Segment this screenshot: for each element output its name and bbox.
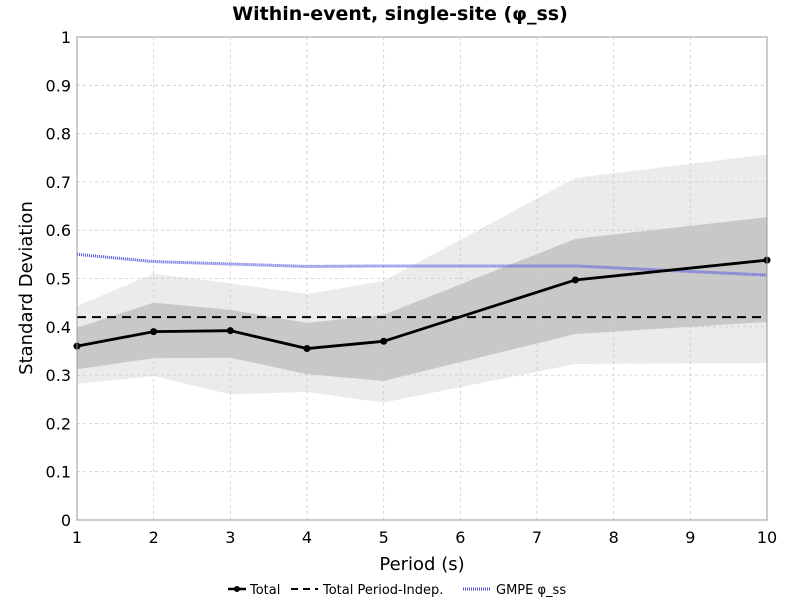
y-tick-label: 0.6 (46, 221, 71, 240)
x-tick-label: 5 (379, 528, 389, 547)
x-tick-label: 3 (225, 528, 235, 547)
series-point (150, 328, 158, 336)
series-point (571, 276, 579, 284)
y-tick-label: 0.3 (46, 366, 71, 385)
y-axis-label: Standard Deviation (16, 201, 37, 375)
legend-label-total: Total (249, 583, 280, 598)
x-tick-label: 1 (72, 528, 82, 547)
x-tick-label: 4 (302, 528, 312, 547)
legend-label-period-indep: Total Period-Indep. (322, 583, 443, 598)
series-point (303, 345, 311, 353)
y-tick-label: 1 (61, 28, 71, 47)
x-tick-label: 6 (455, 528, 465, 547)
x-tick-label: 9 (685, 528, 695, 547)
x-tick-labels: 1 2 3 4 5 6 7 8 9 10 (72, 528, 777, 547)
legend: Total Total Period-Indep. GMPE φ_ss (228, 583, 566, 598)
x-tick-label: 2 (149, 528, 159, 547)
x-axis-label: Period (s) (379, 554, 464, 575)
plot-frame (76, 36, 768, 521)
x-tick-label: 8 (609, 528, 619, 547)
legend-item-period-indep: Total Period-Indep. (291, 583, 443, 598)
x-tick-label: 7 (532, 528, 542, 547)
y-tick-label: 0.2 (46, 414, 71, 433)
y-tick-label: 0.1 (46, 463, 71, 482)
series-line-2 (76, 252, 768, 277)
y-tick-label: 0.7 (46, 173, 71, 192)
series-layer (73, 252, 771, 353)
y-tick-label: 0.4 (46, 318, 71, 337)
band-1 (77, 217, 767, 381)
x-tick-label: 10 (757, 528, 777, 547)
series-point (226, 327, 234, 335)
series-point (380, 337, 388, 345)
legend-label-gmpe: GMPE φ_ss (496, 583, 566, 598)
legend-item-total: Total (228, 583, 280, 598)
y-tick-labels: 0 0.1 0.2 0.3 0.4 0.5 0.6 0.7 0.8 0.9 1 (46, 28, 71, 530)
chart-title: Within-event, single-site (φ_ss) (232, 3, 568, 25)
y-tick-label: 0 (61, 511, 71, 530)
y-tick-label: 0.9 (46, 76, 71, 95)
y-tick-label: 0.5 (46, 270, 71, 289)
legend-item-gmpe: GMPE φ_ss (463, 583, 566, 598)
y-tick-label: 0.8 (46, 125, 71, 144)
